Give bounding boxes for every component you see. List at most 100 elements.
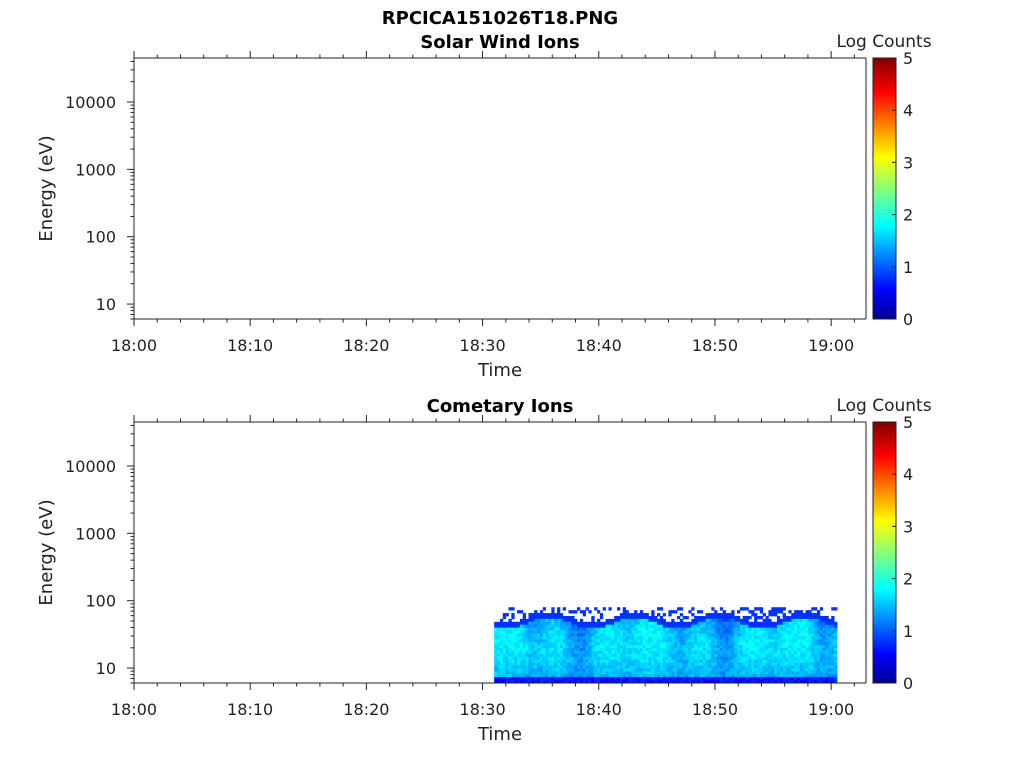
spectrogram-cell (622, 642, 626, 646)
spectrogram-cell (614, 639, 618, 643)
x-tick-label: 18:50 (692, 336, 738, 355)
spectrogram-cell (577, 677, 581, 681)
spectrogram-cell (834, 621, 838, 626)
spectrogram-cell (597, 633, 601, 637)
spectrogram-cell (799, 668, 804, 672)
spectrogram-cell (537, 636, 541, 640)
spectrogram-cell (551, 613, 555, 617)
spectrogram-cell (771, 642, 775, 646)
spectrogram-cell (594, 668, 598, 672)
spectrogram-cell (608, 665, 612, 669)
spectrogram-cell (791, 613, 795, 617)
spectrogram-cell (574, 621, 578, 626)
spectrogram-cell (597, 636, 601, 640)
spectrogram-cell (714, 630, 718, 634)
spectrogram-cell (514, 633, 518, 637)
spectrogram-cell (585, 662, 589, 666)
spectrogram-cell (765, 645, 769, 649)
spectrogram-cell (759, 653, 764, 658)
spectrogram-cell (776, 648, 781, 652)
spectrogram-cell (574, 668, 578, 672)
spectrogram-cell (745, 624, 749, 629)
spectrogram-cell (816, 648, 821, 652)
spectrogram-cell (794, 671, 798, 675)
spectrogram-cell (779, 610, 784, 614)
spectrogram-cell (674, 674, 678, 678)
spectrogram-cell (611, 636, 615, 640)
spectrogram-cell (679, 671, 684, 675)
spectrogram-cell (591, 627, 595, 631)
spectrogram-cell (625, 613, 629, 617)
spectrogram-cell (568, 677, 572, 681)
spectrogram-cell (605, 653, 609, 658)
spectrogram-cell (714, 613, 718, 617)
spectrogram-cell (831, 607, 835, 611)
spectrogram-cell (819, 615, 824, 620)
spectrogram-cell (679, 607, 684, 611)
spectrogram-cell (519, 665, 524, 669)
spectrogram-cell (631, 677, 635, 681)
spectrogram-cell (594, 653, 598, 658)
spectrogram-cell (688, 639, 692, 643)
spectrogram-cell (545, 653, 549, 658)
spectrogram-cell (648, 677, 652, 681)
spectrogram-cell (519, 618, 524, 623)
spectrogram-cell (808, 659, 812, 663)
spectrogram-cell (791, 671, 795, 675)
spectrogram-cell (539, 650, 544, 655)
spectrogram-cell (645, 615, 649, 620)
spectrogram-cell (539, 610, 544, 614)
spectrogram-cell (788, 653, 792, 658)
spectrogram-cell (497, 648, 501, 652)
spectrogram-cell (551, 630, 555, 634)
spectrogram-cell (739, 668, 744, 672)
spectrogram-cell (682, 633, 686, 637)
spectrogram-cell (637, 680, 641, 684)
spectrogram-cell (819, 639, 824, 643)
spectrogram-cell (545, 642, 549, 646)
spectrogram-cell (688, 621, 692, 626)
spectrogram-cell (617, 627, 621, 631)
spectrogram-cell (699, 624, 704, 629)
spectrogram-cell (651, 674, 655, 678)
spectrogram-cell (599, 653, 604, 658)
spectrogram-cell (814, 668, 818, 672)
spectrogram-cell (582, 627, 586, 631)
spectrogram-cell (582, 610, 586, 614)
spectrogram-cell (525, 656, 529, 661)
spectrogram-cell (765, 627, 769, 631)
spectrogram-cell (805, 630, 809, 634)
spectrogram-cell (642, 674, 646, 678)
spectrogram-cell (577, 662, 581, 666)
spectrogram-cell (819, 627, 824, 631)
spectrogram-cell (545, 680, 549, 684)
spectrogram-cell (711, 656, 715, 661)
spectrogram-cell (557, 677, 561, 681)
spectrogram-cell (822, 627, 826, 631)
spectrogram-cell (608, 645, 612, 649)
spectrogram-cell (551, 662, 555, 666)
spectrogram-cell (799, 636, 804, 640)
spectrogram-cell (637, 642, 641, 646)
spectrogram-cell (714, 677, 718, 681)
spectrogram-cell (545, 613, 549, 617)
spectrogram-cell (742, 680, 746, 684)
spectrogram-cell (619, 662, 624, 666)
spectrogram-cell (814, 662, 818, 666)
spectrogram-cell (679, 630, 684, 634)
spectrogram-cell (614, 633, 618, 637)
spectrogram-cell (771, 677, 775, 681)
spectrogram-cell (662, 680, 666, 684)
spectrogram-cell (771, 621, 775, 626)
spectrogram-cell (634, 618, 638, 623)
spectrogram-cell (591, 674, 595, 678)
spectrogram-cell (822, 633, 826, 637)
spectrogram-cell (668, 665, 672, 669)
spectrogram-cell (671, 656, 675, 661)
spectrogram-cell (816, 615, 821, 620)
spectrogram-cell (622, 650, 626, 655)
spectrogram-cell (736, 653, 741, 658)
spectrogram-cell (688, 624, 692, 629)
spectrogram-cell (674, 610, 678, 614)
spectrogram-cell (677, 633, 681, 637)
